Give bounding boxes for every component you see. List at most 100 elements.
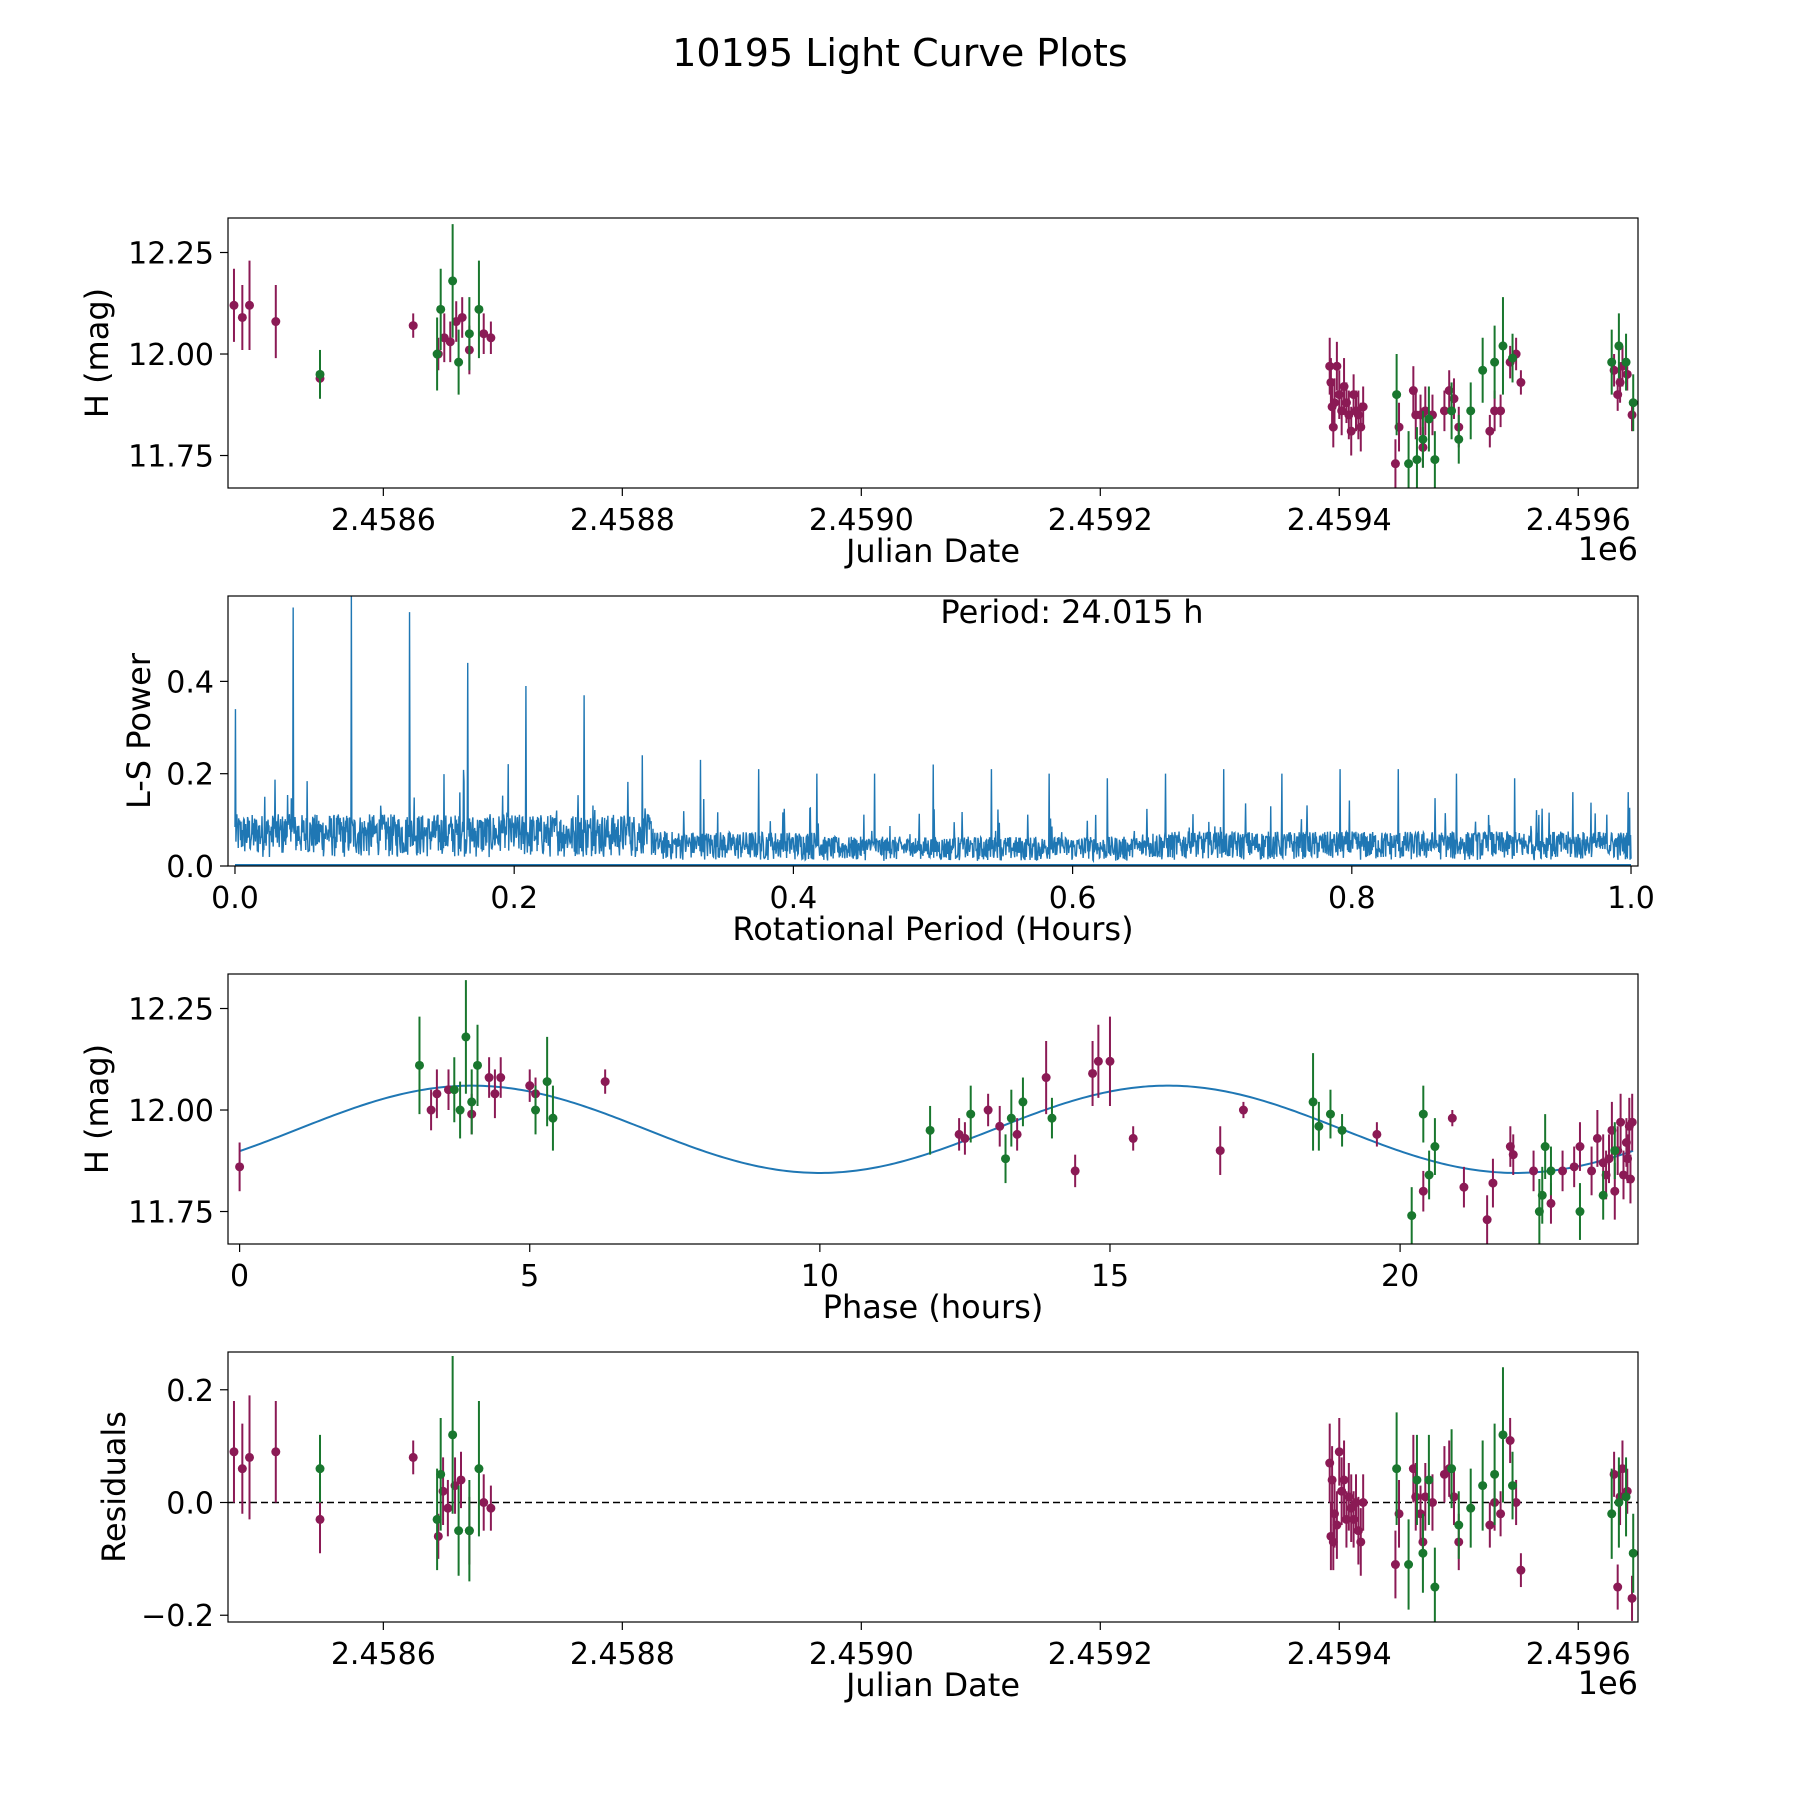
red-marker (1625, 1174, 1635, 1184)
red-data-point (1070, 1154, 1080, 1188)
x-tick-label: 1.0 (1607, 881, 1655, 916)
green-marker (432, 349, 442, 359)
red-data-point (229, 268, 239, 342)
red-marker (1012, 1129, 1022, 1139)
green-marker (1001, 1154, 1011, 1164)
green-marker (1325, 1109, 1335, 1119)
red-data-point (1622, 1468, 1632, 1514)
red-marker (1339, 1475, 1349, 1485)
y-tick-label: 0.0 (166, 1487, 214, 1522)
green-marker (1546, 1166, 1556, 1176)
red-marker (1529, 1166, 1539, 1176)
red-data-point (1332, 1491, 1342, 1559)
red-marker (484, 1073, 494, 1083)
green-marker (467, 1097, 477, 1107)
green-marker (1412, 1475, 1422, 1485)
green-marker (1537, 1190, 1547, 1200)
light-curve-data-layer (229, 224, 1638, 488)
figure-title: 10195 Light Curve Plots (672, 31, 1127, 75)
red-data-point (1516, 1553, 1526, 1588)
green-marker (1392, 1464, 1402, 1474)
red-data-point (600, 1069, 610, 1094)
light-curve-ylabel: H (mag) (78, 288, 116, 418)
green-data-point (414, 1016, 424, 1115)
red-data-point (1485, 414, 1495, 448)
green-marker (449, 1085, 459, 1095)
red-marker (1390, 1560, 1400, 1570)
red-data-point (237, 284, 247, 350)
green-marker (1407, 1211, 1417, 1221)
green-marker (1498, 341, 1508, 351)
red-marker (1390, 459, 1400, 469)
red-data-point (1439, 390, 1449, 432)
red-data-point (408, 1440, 418, 1475)
red-marker (1070, 1166, 1080, 1176)
red-marker (486, 1503, 496, 1513)
red-marker (1418, 1186, 1428, 1196)
red-marker (1546, 1198, 1556, 1208)
green-data-point (1430, 431, 1440, 488)
red-marker (1613, 1582, 1623, 1592)
red-marker (456, 1475, 466, 1485)
green-data-point (1621, 333, 1631, 391)
red-marker (1088, 1068, 1098, 1078)
green-data-point (1490, 325, 1500, 399)
red-data-point (1482, 1195, 1492, 1244)
periodogram-panel: 0.0 0.2 0.4 0.6 0.8 1.0 0.0 0.2 0.4 Period: 24.0… (120, 593, 1655, 948)
green-data-point (1628, 1513, 1638, 1593)
green-marker (464, 329, 474, 339)
red-marker (1093, 1056, 1103, 1066)
green-marker (1418, 434, 1428, 444)
green-marker (436, 1469, 446, 1479)
green-marker (1628, 398, 1638, 408)
x-tick-label: 10 (801, 1259, 839, 1294)
red-marker (1569, 1162, 1579, 1172)
green-data-point (473, 1024, 483, 1106)
green-marker (432, 1514, 442, 1524)
red-marker (271, 1447, 281, 1457)
red-data-point (1088, 1040, 1098, 1106)
green-marker (548, 1113, 558, 1123)
periodogram-ticks: 0.0 0.2 0.4 0.6 0.8 1.0 0.0 0.2 0.4 (166, 665, 1655, 916)
green-marker (461, 1032, 471, 1042)
red-marker (1516, 1565, 1526, 1575)
red-marker (600, 1077, 610, 1087)
y-tick-label: 12.25 (128, 993, 214, 1028)
green-data-point (1424, 1434, 1434, 1526)
red-marker (1358, 402, 1368, 412)
green-marker (1540, 1142, 1550, 1152)
red-marker (237, 1464, 247, 1474)
green-marker (1621, 1492, 1631, 1502)
green-data-point (461, 980, 471, 1094)
green-data-point (1337, 1114, 1347, 1147)
periodogram-annotation: Period: 24.015 h (940, 593, 1203, 631)
red-marker (1329, 398, 1339, 408)
red-marker (237, 312, 247, 322)
panel-clipped-content (235, 980, 1637, 1244)
green-data-point (1466, 1468, 1476, 1548)
green-data-point (436, 1417, 446, 1531)
green-marker (1478, 365, 1488, 375)
green-data-point (467, 1069, 477, 1135)
red-data-point (1488, 1158, 1498, 1208)
periodogram-ylabel: L-S Power (120, 652, 158, 809)
green-marker (448, 276, 458, 286)
red-marker (983, 1105, 993, 1115)
green-data-point (474, 260, 484, 359)
y-tick-label: 0.4 (166, 665, 214, 700)
x-tick-label: 0 (230, 1259, 249, 1294)
red-data-point (1516, 370, 1526, 395)
red-marker (235, 1162, 245, 1172)
x-tick-label: 0.6 (1049, 881, 1097, 916)
green-data-point (1392, 1412, 1402, 1526)
green-marker (436, 304, 446, 314)
green-data-point (531, 1085, 541, 1135)
red-data-point (1505, 1417, 1515, 1464)
red-data-point (1358, 386, 1368, 428)
red-marker (1041, 1073, 1051, 1083)
green-marker (1508, 353, 1518, 363)
red-data-point (445, 321, 455, 363)
red-marker (1439, 406, 1449, 416)
green-data-point (1540, 1114, 1550, 1180)
green-marker (1614, 1498, 1624, 1508)
